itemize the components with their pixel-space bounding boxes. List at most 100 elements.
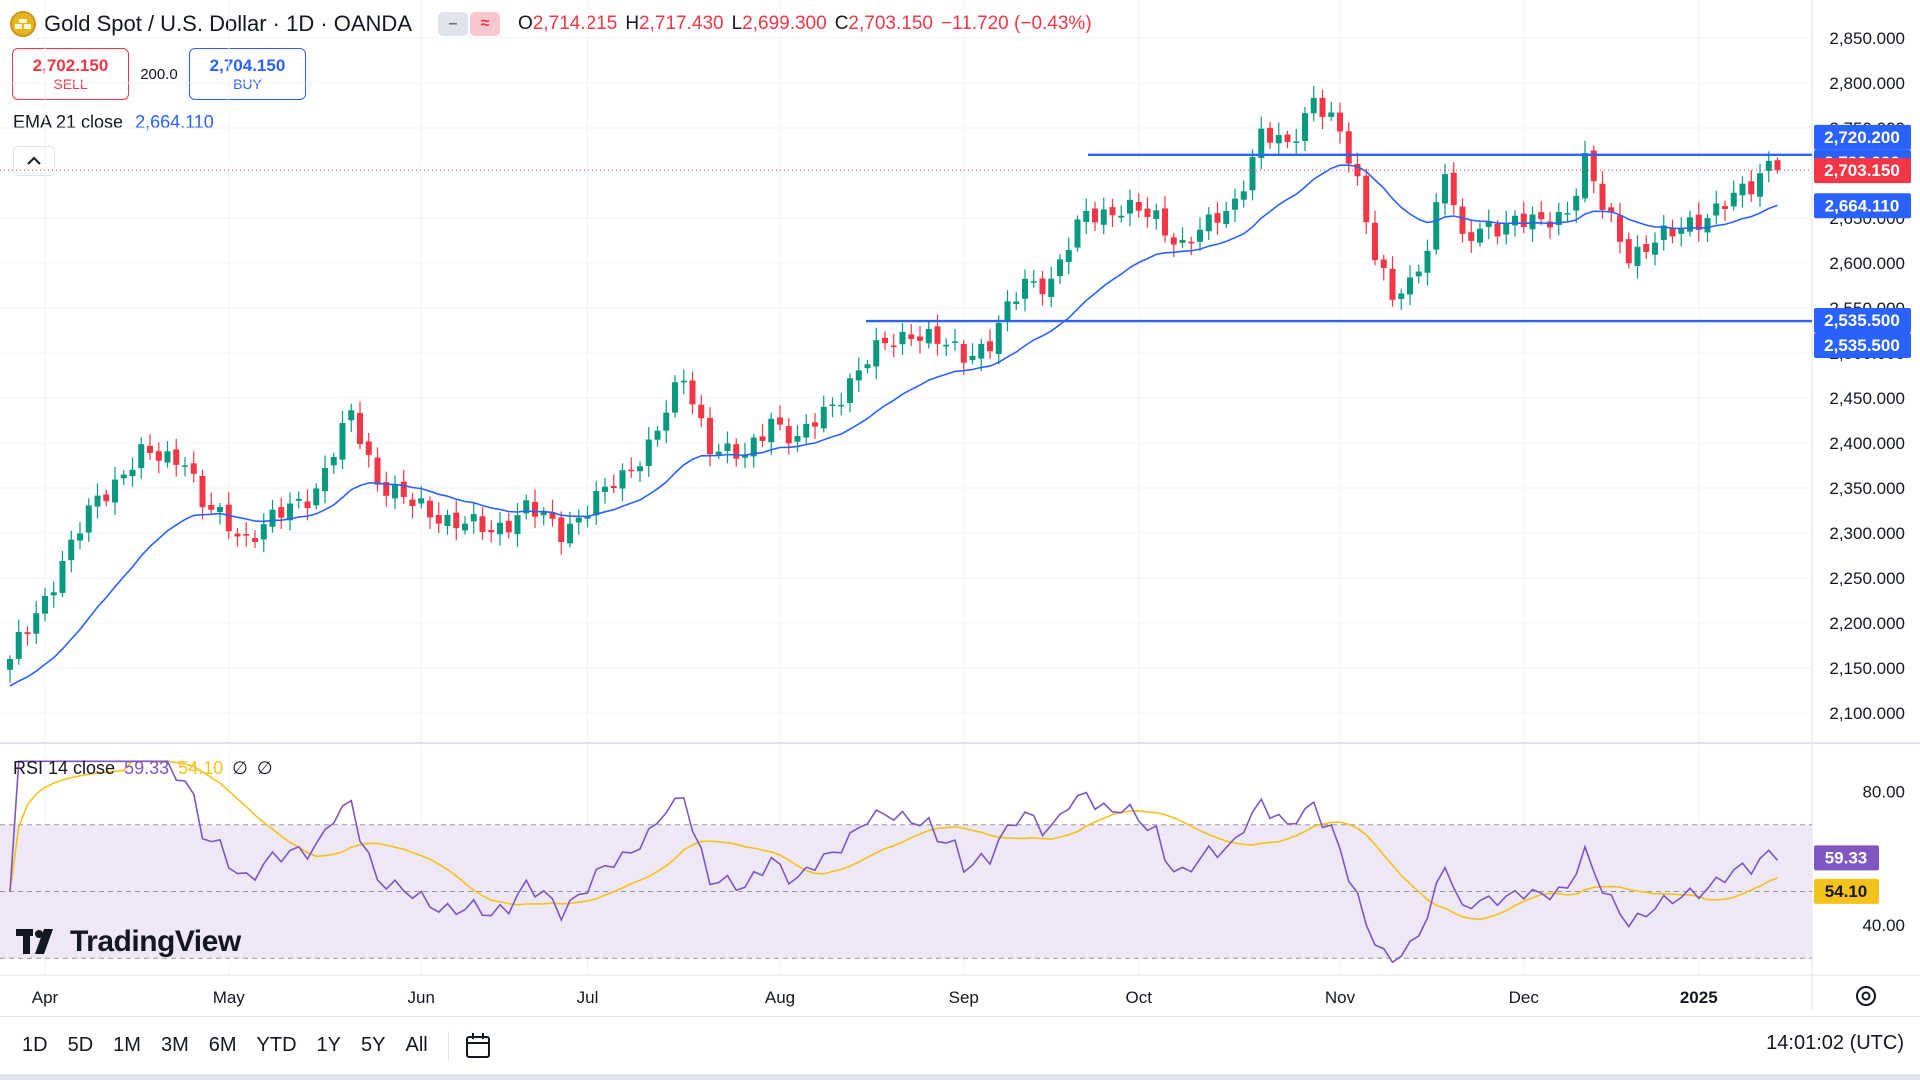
high-value: 2,717.430 bbox=[639, 13, 724, 34]
candle-body bbox=[978, 343, 985, 359]
candle-body bbox=[435, 514, 442, 524]
candle-body bbox=[339, 422, 346, 460]
price-tag bbox=[1814, 158, 1911, 184]
time-axis: Apr May Jun Jul Aug Sep Oct Nov Dec 2025 bbox=[32, 988, 1718, 1007]
range-1y[interactable]: 1Y bbox=[316, 1034, 342, 1056]
candle-body bbox=[304, 501, 311, 508]
candle-body bbox=[1485, 222, 1492, 227]
candle-body bbox=[383, 482, 390, 496]
range-5d[interactable]: 5D bbox=[67, 1034, 94, 1056]
utc-clock[interactable]: 14:01:02 (UTC) bbox=[1766, 1032, 1904, 1054]
candle-body bbox=[1547, 221, 1553, 228]
price-tag bbox=[1814, 333, 1911, 359]
trade-panel: 2,702.150 SELL 200.0 2,704.150 BUY bbox=[12, 48, 306, 100]
candle-body bbox=[409, 499, 416, 507]
range-3m[interactable]: 3M bbox=[160, 1034, 189, 1056]
candle-body bbox=[602, 486, 608, 492]
ohlc-values: O2,714.215 H2,717.430 L2,699.300 C2,703.… bbox=[518, 13, 1092, 34]
price-chart[interactable]: 2,100.000 2,150.000 2,200.000 2,250.000 2,30… bbox=[0, 0, 1920, 1010]
candle-body bbox=[1503, 223, 1510, 235]
candle-body bbox=[1407, 277, 1413, 295]
rsi-legend-value: 59.33 bbox=[124, 758, 170, 778]
buy-button[interactable]: 2,704.150 BUY bbox=[189, 48, 306, 100]
wave-icon[interactable]: ≈ bbox=[470, 12, 500, 36]
low-value: 2,699.300 bbox=[742, 13, 827, 34]
candle-body bbox=[1354, 163, 1361, 177]
range-1m[interactable]: 1M bbox=[113, 1034, 141, 1056]
price-tick-label: 2,800.000 bbox=[1829, 74, 1905, 93]
candle-body bbox=[1433, 202, 1440, 250]
candle-body bbox=[1713, 203, 1720, 216]
range-6m[interactable]: 6M bbox=[208, 1034, 237, 1056]
candle-body bbox=[217, 506, 223, 512]
rsi-line bbox=[9, 760, 1779, 964]
candle-body bbox=[1730, 192, 1737, 207]
buy-label: BUY bbox=[233, 76, 262, 92]
range-5y[interactable]: 5Y bbox=[361, 1034, 386, 1056]
candle-body bbox=[785, 426, 792, 444]
chevron-up-icon bbox=[27, 156, 41, 165]
minus-icon[interactable]: – bbox=[438, 12, 468, 36]
rsi-lines bbox=[9, 760, 1779, 964]
candle-body bbox=[1617, 215, 1623, 242]
candle-body bbox=[252, 538, 258, 542]
candle-body bbox=[908, 334, 915, 340]
price-axis: 2,100.000 2,150.000 2,200.000 2,250.000 2,30… bbox=[1814, 29, 1911, 935]
candle-body bbox=[1512, 215, 1518, 226]
month-label: Aug bbox=[765, 988, 795, 1007]
candle-body bbox=[1302, 113, 1308, 142]
candle-body bbox=[1310, 97, 1317, 114]
candle-body bbox=[400, 481, 407, 497]
candle-body bbox=[1765, 160, 1772, 171]
candle-body bbox=[645, 439, 652, 467]
candle-body bbox=[103, 494, 110, 502]
rsi-tag-label: 54.10 bbox=[1825, 882, 1868, 901]
price-tag-label: 2,535.500 bbox=[1824, 311, 1900, 330]
candle-body bbox=[453, 512, 460, 529]
range-ytd[interactable]: YTD bbox=[256, 1034, 297, 1056]
collapse-legend-button[interactable] bbox=[13, 146, 55, 176]
ema-legend[interactable]: EMA 21 close 2,664.110 bbox=[13, 112, 214, 133]
candle-body bbox=[173, 449, 180, 465]
candle-body bbox=[829, 404, 836, 407]
price-tag-label: 2,664.110 bbox=[1825, 196, 1900, 215]
sell-button[interactable]: 2,702.150 SELL bbox=[12, 48, 129, 100]
candle-body bbox=[1144, 208, 1151, 217]
candle-body bbox=[1153, 210, 1160, 219]
month-label: 2025 bbox=[1680, 988, 1718, 1007]
candle-body bbox=[85, 505, 92, 533]
candle-body bbox=[497, 522, 503, 535]
candle-body bbox=[742, 455, 748, 458]
candle-body bbox=[1590, 150, 1597, 182]
candle-body bbox=[1118, 215, 1125, 218]
candle-body bbox=[707, 417, 713, 455]
candle-body bbox=[1660, 225, 1667, 240]
rsi-legend[interactable]: RSI 14 close 59.33 54.10 ∅ ∅ bbox=[13, 758, 273, 779]
candle-body bbox=[899, 331, 906, 345]
candle-body bbox=[313, 488, 320, 506]
candle-body bbox=[995, 322, 1002, 354]
candle-body bbox=[873, 340, 880, 367]
symbol-title[interactable]: Gold Spot / U.S. Dollar · 1D · OANDA bbox=[44, 11, 412, 36]
price-tick-label: 2,250.000 bbox=[1829, 569, 1905, 588]
go-to-date-button[interactable] bbox=[459, 1026, 499, 1066]
candle-body bbox=[1774, 160, 1781, 171]
candle-body bbox=[1477, 228, 1483, 243]
candle-body bbox=[925, 328, 932, 344]
month-label: Nov bbox=[1325, 988, 1356, 1007]
candle-body bbox=[1328, 112, 1335, 117]
candle-body bbox=[619, 470, 626, 489]
candle-body bbox=[155, 451, 162, 461]
candle-body bbox=[1109, 207, 1116, 216]
candle-body bbox=[1127, 199, 1133, 214]
rsi-tag-label: 59.33 bbox=[1825, 848, 1868, 867]
range-all[interactable]: All bbox=[405, 1034, 428, 1056]
range-1d[interactable]: 1D bbox=[22, 1034, 48, 1056]
candle-body bbox=[1284, 134, 1291, 143]
settings-gear-icon[interactable] bbox=[1852, 982, 1880, 1010]
close-value: 2,703.150 bbox=[848, 13, 933, 34]
month-label: Oct bbox=[1126, 988, 1153, 1007]
candle-body bbox=[1459, 206, 1466, 234]
candle-body bbox=[952, 341, 958, 343]
tradingview-logo[interactable]: TradingView bbox=[16, 925, 241, 959]
